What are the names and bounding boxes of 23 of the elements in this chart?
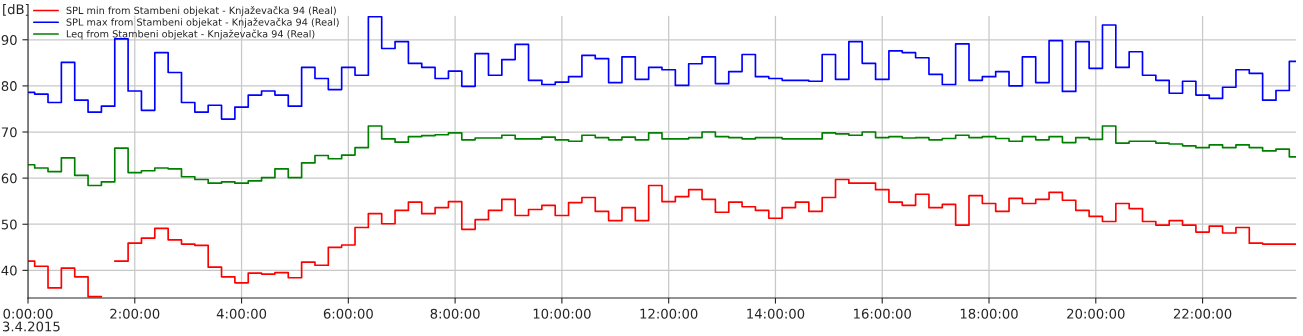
y-tick-label: 70 <box>1 127 17 138</box>
x-tick-label: 12:00:00 <box>640 308 698 319</box>
x-tick-label: 14:00:00 <box>747 308 805 319</box>
x-tick-label: 8:00:00 <box>430 308 480 319</box>
x-tick-label: 18:00:00 <box>960 308 1018 319</box>
x-tick-label: 2:00:00 <box>110 308 160 319</box>
y-tick-label: 60 <box>1 173 17 184</box>
y-tick-label: 90 <box>1 34 17 45</box>
y-tick-label: 40 <box>1 265 17 276</box>
legend-label: SPL max from Stambeni objekat - Knjaževačka 94 (Real) <box>66 17 339 28</box>
text: 3.4.2015 <box>3 321 60 332</box>
legend-label: Leq from Stambeni objekat - Knjaževačka 94 (Real) <box>66 29 315 40</box>
legend-label: SPL min from Stambeni objekat - Knjaževačka 94 (Real) <box>66 6 336 16</box>
x-tick-label: 0:00:00 <box>3 308 53 319</box>
x-tick-label: 4:00:00 <box>216 308 267 319</box>
y-tick-label: 50 <box>1 219 17 230</box>
x-tick-label: 16:00:00 <box>854 308 911 319</box>
x-tick-label: 20:00:00 <box>1067 308 1125 319</box>
x-tick-label: 6:00:00 <box>323 308 373 319</box>
y-tick-label: 80 <box>1 81 17 92</box>
x-tick-label: 22:00:00 <box>1173 308 1232 319</box>
x-tick-label: 10:00:00 <box>533 308 591 319</box>
y-axis-title: [dB] <box>3 4 29 16</box>
